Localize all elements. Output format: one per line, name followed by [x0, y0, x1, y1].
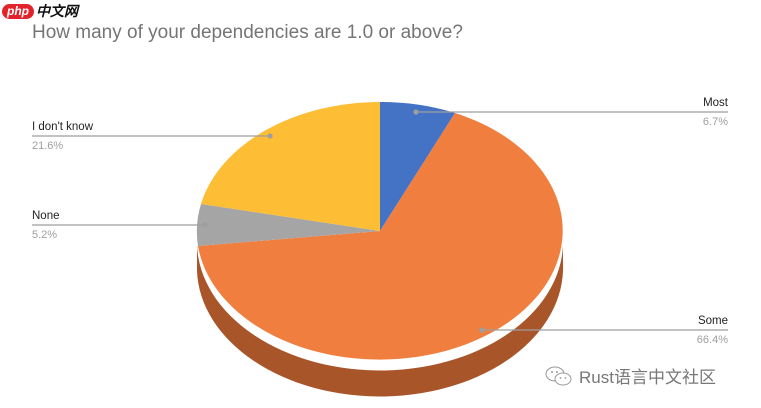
- pie-side-some: [197, 238, 564, 397]
- pie-slice-idk: [201, 102, 380, 231]
- site-logo: php 中文网: [2, 2, 78, 20]
- wechat-icon: [545, 366, 572, 385]
- pie-slice-none: [196, 204, 380, 246]
- label-idk: I don't know: [32, 121, 94, 133]
- watermark-text: Rust语言中文社区: [579, 368, 716, 387]
- watermark: Rust语言中文社区: [545, 363, 716, 388]
- value-idk: 21.6%: [32, 140, 64, 152]
- label-none: None: [32, 210, 60, 222]
- logo-text: 中文网: [36, 3, 78, 19]
- chart-title: How many of your dependencies are 1.0 or…: [32, 22, 463, 43]
- label-most: Most: [703, 97, 728, 109]
- label-some: Some: [697, 315, 728, 327]
- pie-slice-most: [380, 101, 455, 231]
- logo-badge: php: [2, 3, 34, 19]
- pie-slice-some: [198, 113, 563, 360]
- value-some: 66.4%: [696, 334, 728, 346]
- value-most: 6.7%: [702, 116, 728, 128]
- value-none: 5.2%: [32, 229, 58, 241]
